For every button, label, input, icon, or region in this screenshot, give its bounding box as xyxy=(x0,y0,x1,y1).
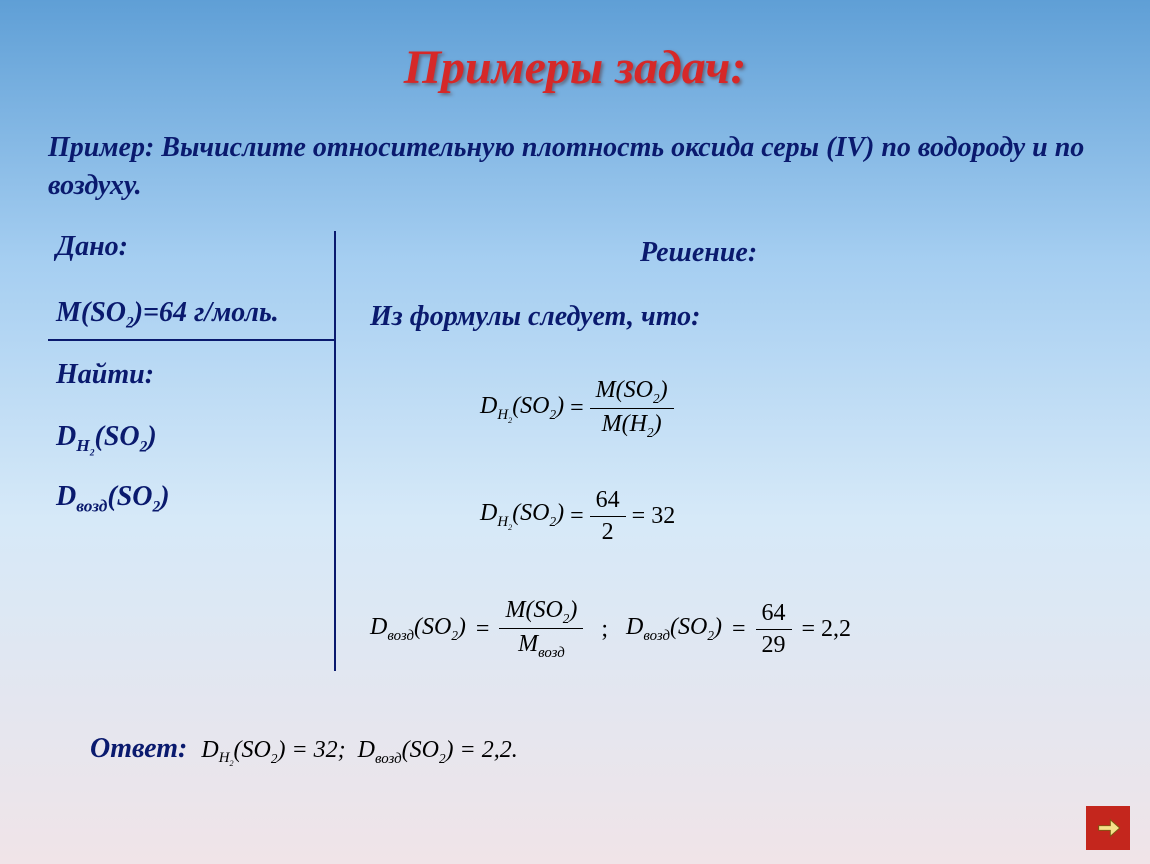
eq2-result: = 32 xyxy=(632,503,676,530)
find2-open: (SO xyxy=(107,481,152,512)
label-solution: Решение: xyxy=(640,237,757,269)
eq3-lhsB: Dвозд(SO2) xyxy=(626,614,722,645)
find1-sub1: H2 xyxy=(76,436,94,455)
eq2-equals: = xyxy=(570,503,584,530)
eq2-lhs: DH2(SO2) xyxy=(480,500,564,532)
label-answer: Ответ: xyxy=(90,733,187,765)
find1-D: D xyxy=(56,421,76,452)
equation-dair: Dвозд(SO2) = M(SO2) Mвозд ; Dвозд(SO2) =… xyxy=(370,597,851,663)
eq3-fractionB: 64 29 xyxy=(756,600,792,659)
find1-open: (SO xyxy=(95,421,140,452)
answer-row: Ответ: DH2(SO2) = 32; Dвозд(SO2) = 2,2. xyxy=(90,733,518,769)
arrow-right-icon xyxy=(1094,814,1122,842)
given-M: M xyxy=(56,297,81,328)
find2-D: D xyxy=(56,481,76,512)
find-d-air-so2: Dвозд(SO2) xyxy=(56,481,170,517)
eq1-fraction: M(SO2) M(H2) xyxy=(590,377,674,442)
horizontal-divider xyxy=(48,339,334,341)
eq3-fractionA: M(SO2) Mвозд xyxy=(499,597,583,663)
next-slide-button[interactable] xyxy=(1086,806,1130,850)
slide-title: Примеры задач: xyxy=(0,0,1150,95)
eq3-result: = 2,2 xyxy=(802,616,852,643)
given-arg: (SO xyxy=(81,297,126,328)
label-find: Найти: xyxy=(56,359,154,391)
solution-intro: Из формулы следует, что: xyxy=(370,301,700,333)
eq3-sep: ; xyxy=(593,616,616,643)
equation-dh2-numeric: DH2(SO2) = 64 2 = 32 xyxy=(480,487,675,546)
answer-part2: Dвозд(SO2) = 2,2. xyxy=(358,737,518,768)
given-close: )=64 г/моль. xyxy=(134,297,279,328)
vertical-divider xyxy=(334,231,336,671)
find1-close: ) xyxy=(147,421,156,452)
answer-part1: DH2(SO2) = 32; xyxy=(201,737,345,769)
given-molar-mass: M(SO2)=64 г/моль. xyxy=(56,297,279,333)
eq1-lhs: DH2(SO2) xyxy=(480,393,564,425)
equation-dh2-formula: DH2(SO2) = M(SO2) M(H2) xyxy=(480,377,674,442)
problem-prompt: Пример: Вычислите относительную плотност… xyxy=(48,129,1110,205)
label-given: Дано: xyxy=(56,231,128,263)
eq2-fraction: 64 2 xyxy=(590,487,626,546)
eq3-lhsA: Dвозд(SO2) xyxy=(370,614,466,645)
given-arg-sub: 2 xyxy=(126,314,134,331)
find2-close: ) xyxy=(160,481,169,512)
eq1-equals: = xyxy=(570,395,584,422)
find-d-h2-so2: DH2(SO2) xyxy=(56,421,157,459)
find2-sub1: возд xyxy=(76,496,107,515)
